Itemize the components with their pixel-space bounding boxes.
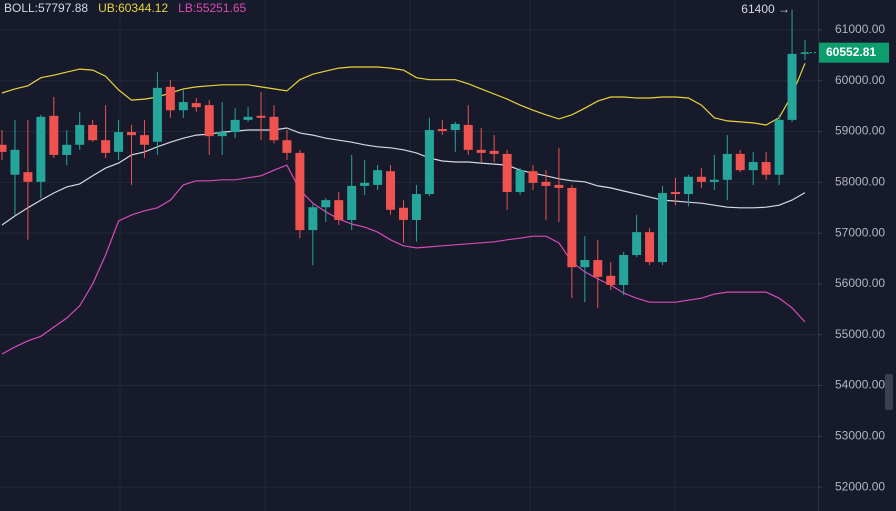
- candle-body: [437, 129, 447, 132]
- candle-body: [139, 135, 149, 145]
- candle-body: [411, 194, 421, 220]
- plot: 52000.00 53000.00 54000.00 55000.00 56000.00…: [0, 2, 889, 493]
- candle-body: [567, 187, 577, 268]
- candle-body: [463, 124, 473, 150]
- y-tick-label: 57000.00: [835, 225, 885, 239]
- candle-body: [75, 124, 85, 145]
- candle-body: [696, 176, 706, 182]
- candle-body: [709, 179, 719, 182]
- candle-body: [204, 105, 214, 137]
- candle-body: [476, 149, 486, 153]
- candle-body: [515, 170, 525, 193]
- candle-body: [593, 260, 603, 277]
- candle-body: [230, 119, 240, 133]
- y-tick-label: 54000.00: [835, 378, 885, 392]
- y-tick-label: 56000.00: [835, 276, 885, 290]
- vertical-grid: [119, 0, 676, 511]
- candle-body: [321, 200, 331, 208]
- candle-body: [399, 207, 408, 220]
- candle-body: [683, 176, 693, 195]
- y-tick-label: 53000.00: [835, 429, 885, 443]
- candle-body: [528, 171, 538, 183]
- candle-body: [88, 124, 98, 141]
- candle-body: [269, 116, 279, 141]
- candle-body: [645, 232, 655, 263]
- candle-body: [373, 170, 383, 185]
- candle-body: [347, 185, 357, 220]
- candle-body: [632, 232, 642, 255]
- candle-body: [334, 200, 344, 220]
- candle-body: [295, 152, 305, 231]
- candle-body: [114, 132, 124, 152]
- legend-entry: BOLL:57797.88: [4, 1, 88, 15]
- candle-body: [360, 182, 370, 186]
- candle-body: [23, 172, 33, 182]
- candle-body: [178, 102, 188, 111]
- candle-body: [774, 119, 784, 175]
- candle-body: [502, 153, 512, 193]
- price-label: 60552.81: [826, 45, 876, 59]
- candle-body: [127, 132, 137, 136]
- candle-body: [580, 260, 590, 268]
- band-line: [1, 63, 806, 126]
- y-tick-label: 58000.00: [835, 175, 885, 189]
- candle-body: [256, 115, 266, 118]
- candle-body: [606, 275, 616, 285]
- candle-body: [282, 140, 292, 153]
- candle-body: [101, 140, 111, 153]
- legend-entry: LB:55251.65: [178, 1, 246, 15]
- candle-body: [658, 193, 668, 263]
- candle-body: [152, 87, 162, 142]
- candle-body: [670, 192, 680, 195]
- candle-body: [0, 144, 7, 152]
- candle-body: [722, 153, 732, 180]
- candle-body: [165, 86, 175, 111]
- band-line: [1, 127, 806, 226]
- scroll-handle[interactable]: [885, 374, 893, 410]
- candle-body: [735, 153, 745, 171]
- y-tick-label: 61000.00: [835, 22, 885, 36]
- candle-body: [554, 184, 564, 188]
- legend-entry: UB:60344.12: [98, 1, 168, 15]
- y-tick-label: 59000.00: [835, 124, 885, 138]
- candle-body: [243, 116, 253, 120]
- band-line: [1, 164, 806, 355]
- candle-body: [49, 115, 59, 155]
- candle-body: [36, 116, 46, 182]
- legend: BOLL:57797.88 UB:60344.12 LB:55251.65: [4, 1, 247, 15]
- candle-body: [619, 254, 629, 285]
- annotation: 61400 →: [741, 2, 790, 16]
- candle-body: [800, 52, 810, 54]
- candle-body: [10, 149, 20, 175]
- candle-body: [424, 130, 434, 195]
- candle-body: [308, 207, 318, 231]
- candle-body: [62, 144, 72, 155]
- y-tick-label: 60000.00: [835, 73, 885, 87]
- candle-body: [386, 171, 396, 210]
- candle-body: [787, 53, 797, 120]
- candle-body: [761, 162, 771, 175]
- candle-body: [450, 123, 460, 131]
- candle-body: [191, 103, 201, 108]
- candle-body: [541, 181, 551, 186]
- candle-body: [748, 162, 758, 171]
- price-box: [819, 42, 889, 63]
- candle-body: [489, 150, 499, 154]
- y-tick-label: 55000.00: [835, 327, 885, 341]
- candle-body: [217, 132, 227, 137]
- y-tick-label: 52000.00: [835, 479, 885, 493]
